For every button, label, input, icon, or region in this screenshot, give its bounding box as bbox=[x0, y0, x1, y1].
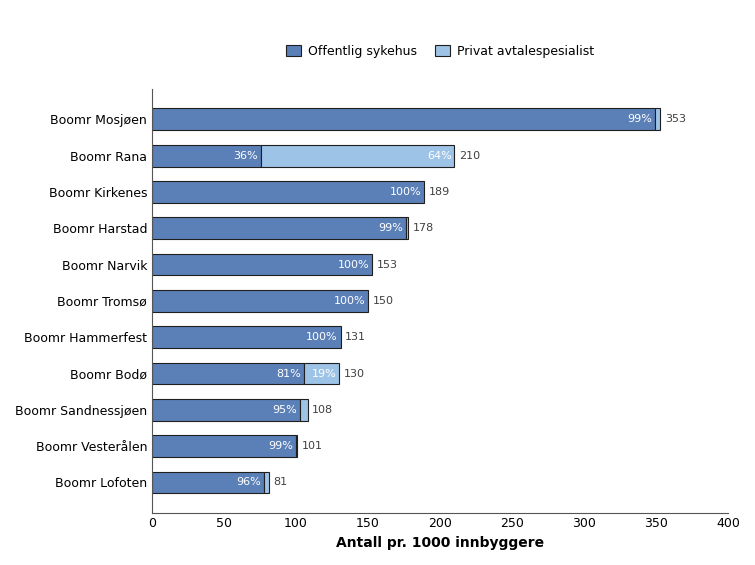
Text: 100%: 100% bbox=[334, 296, 365, 306]
Bar bbox=[152, 327, 341, 348]
Bar bbox=[152, 290, 368, 312]
X-axis label: Antall pr. 1000 innbyggere: Antall pr. 1000 innbyggere bbox=[336, 536, 544, 550]
Text: 36%: 36% bbox=[233, 151, 258, 160]
Bar bbox=[152, 254, 372, 276]
Text: 19%: 19% bbox=[312, 368, 336, 379]
Bar bbox=[655, 108, 661, 131]
Text: 210: 210 bbox=[459, 151, 480, 160]
Text: 130: 130 bbox=[344, 368, 365, 379]
Text: 99%: 99% bbox=[378, 223, 403, 233]
Text: 353: 353 bbox=[664, 114, 686, 124]
Bar bbox=[405, 218, 408, 239]
Text: 100%: 100% bbox=[306, 332, 337, 342]
Text: 101: 101 bbox=[302, 441, 323, 451]
Text: 99%: 99% bbox=[268, 441, 293, 451]
Text: 131: 131 bbox=[345, 332, 366, 342]
Bar bbox=[152, 218, 405, 239]
Bar bbox=[152, 108, 655, 131]
Legend: Offentlig sykehus, Privat avtalespesialist: Offentlig sykehus, Privat avtalespesiali… bbox=[286, 45, 593, 58]
Bar bbox=[300, 399, 307, 421]
Text: 189: 189 bbox=[429, 187, 450, 197]
Text: 100%: 100% bbox=[337, 259, 369, 270]
Text: 95%: 95% bbox=[272, 405, 297, 415]
Bar bbox=[304, 363, 339, 384]
Bar bbox=[152, 181, 424, 203]
Text: 150: 150 bbox=[372, 296, 393, 306]
Bar bbox=[152, 145, 261, 167]
Text: 81%: 81% bbox=[276, 368, 300, 379]
Text: 64%: 64% bbox=[427, 151, 451, 160]
Text: 96%: 96% bbox=[236, 477, 261, 488]
Text: 100%: 100% bbox=[390, 187, 421, 197]
Text: 99%: 99% bbox=[627, 114, 652, 124]
Text: 153: 153 bbox=[377, 259, 398, 270]
Text: 178: 178 bbox=[413, 223, 434, 233]
Bar bbox=[152, 399, 300, 421]
Bar bbox=[296, 435, 297, 457]
Bar bbox=[152, 435, 296, 457]
Text: 81: 81 bbox=[273, 477, 287, 488]
Bar bbox=[261, 145, 455, 167]
Bar bbox=[152, 472, 264, 493]
Bar bbox=[264, 472, 269, 493]
Text: 108: 108 bbox=[312, 405, 333, 415]
Bar bbox=[152, 363, 304, 384]
